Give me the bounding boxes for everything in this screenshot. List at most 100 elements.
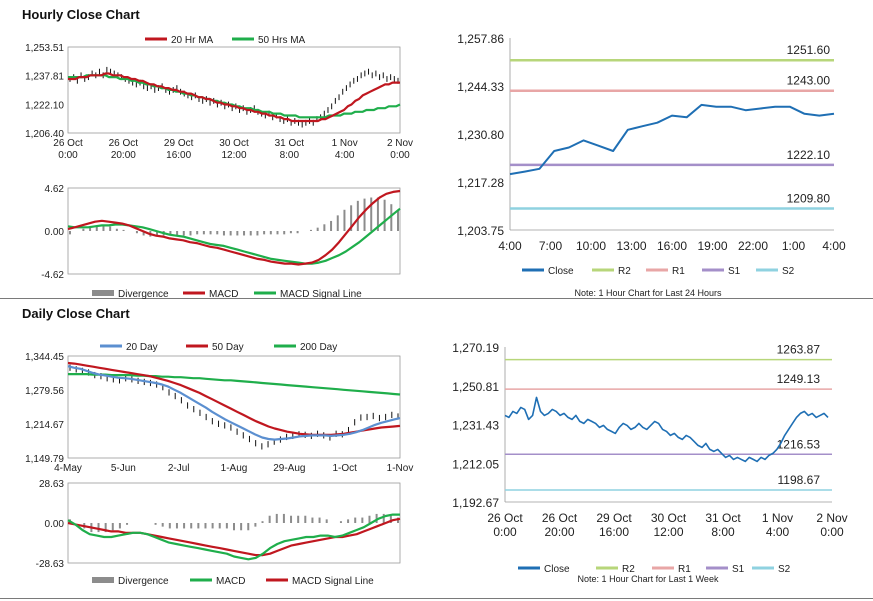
hourly-price-y-tick: 1,237.81 bbox=[25, 72, 64, 83]
daily-levels-x-tick: 1 Nov bbox=[762, 511, 793, 525]
daily-level-s2-label: 1198.67 bbox=[778, 473, 821, 487]
daily-levels-legend-r2-label: R2 bbox=[622, 564, 635, 575]
hourly-price-x-tick: 2 Nov bbox=[387, 138, 413, 149]
hourly-price-x-tick: 0:00 bbox=[390, 150, 410, 161]
hourly-levels-y-tick: 1,230.80 bbox=[457, 128, 504, 142]
daily-levels-x-tick: 2 Nov bbox=[816, 511, 847, 525]
daily-levels-x-tick: 31 Oct bbox=[705, 511, 741, 525]
daily-price-x-tick: 5-Jun bbox=[111, 463, 136, 474]
hourly-legend-ma50-label: 50 Hrs MA bbox=[258, 35, 306, 46]
hourly-price-x-tick: 4:00 bbox=[335, 150, 355, 161]
daily-level-r1-label: 1249.13 bbox=[777, 372, 821, 386]
daily-macd-line bbox=[67, 513, 400, 561]
daily-levels-legend-close-label: Close bbox=[544, 564, 570, 575]
hourly-levels-x-tick: 19:00 bbox=[697, 239, 727, 253]
hourly-legend-ma20-label: 20 Hr MA bbox=[171, 35, 214, 46]
daily-level-r2-label: 1263.87 bbox=[777, 343, 821, 357]
daily-price-x-tick: 29-Aug bbox=[273, 463, 305, 474]
hourly-levels-legend-r1-label: R1 bbox=[672, 266, 685, 277]
hourly-levels-x-tick: 22:00 bbox=[738, 239, 768, 253]
hourly-price-y-tick: 1,253.51 bbox=[25, 43, 64, 54]
hourly-macd-y-tick: -4.62 bbox=[41, 270, 64, 281]
hourly-section-title: Hourly Close Chart bbox=[22, 7, 140, 22]
daily-price-x-tick: 1-Oct bbox=[332, 463, 357, 474]
daily-legend-divergence-swatch bbox=[92, 577, 114, 583]
daily-levels-x-tick: 26 Oct bbox=[542, 511, 578, 525]
daily-levels-x-tick: 16:00 bbox=[599, 525, 629, 539]
hourly-level-r2-label: 1251.60 bbox=[787, 43, 831, 57]
section-divider bbox=[0, 298, 873, 299]
daily-levels-x-tick: 30 Oct bbox=[651, 511, 687, 525]
hourly-levels-legend-s2-label: S2 bbox=[782, 266, 795, 277]
daily-price-frame bbox=[67, 355, 401, 459]
daily-legend-signal-label: MACD Signal Line bbox=[292, 576, 374, 587]
daily-price-y-tick: 1,149.79 bbox=[25, 454, 64, 465]
hourly-ma20-line bbox=[68, 72, 400, 123]
hourly-levels-y-tick: 1,217.28 bbox=[457, 176, 504, 190]
hourly-level-s2-label: 1209.80 bbox=[787, 192, 831, 206]
daily-levels-y-tick: 1,212.05 bbox=[452, 457, 499, 471]
hourly-price-x-tick: 0:00 bbox=[58, 150, 78, 161]
hourly-levels-y-tick: 1,203.75 bbox=[457, 224, 504, 238]
hourly-levels-x-tick: 1:00 bbox=[782, 239, 806, 253]
bottom-divider bbox=[0, 598, 873, 599]
daily-price-x-tick: 4-May bbox=[54, 463, 82, 474]
hourly-price-x-tick: 16:00 bbox=[166, 150, 191, 161]
daily-macd-y-tick: 0.00 bbox=[45, 519, 65, 530]
hourly-level-r1-label: 1243.00 bbox=[787, 74, 831, 88]
daily-legend-ma20-label: 20 Day bbox=[126, 342, 158, 353]
daily-levels-x-tick: 26 Oct bbox=[487, 511, 523, 525]
hourly-macd-y-tick: 0.00 bbox=[45, 227, 65, 238]
daily-levels-x-tick: 29 Oct bbox=[596, 511, 632, 525]
hourly-price-frame bbox=[67, 46, 401, 134]
hourly-price-y-tick: 1,222.10 bbox=[25, 100, 64, 111]
daily-price-y-tick: 1,344.45 bbox=[25, 352, 64, 363]
daily-levels-x-tick: 0:00 bbox=[493, 525, 517, 539]
daily-macd-y-tick: 28.63 bbox=[39, 479, 64, 490]
hourly-price-x-tick: 12:00 bbox=[221, 150, 246, 161]
hourly-levels-legend-s1-label: S1 bbox=[728, 266, 741, 277]
hourly-levels-x-tick: 10:00 bbox=[576, 239, 606, 253]
daily-price-x-tick: 1-Nov bbox=[387, 463, 414, 474]
hourly-levels-x-tick: 4:00 bbox=[498, 239, 522, 253]
hourly-price-y-tick: 1,206.40 bbox=[25, 129, 64, 140]
hourly-levels-note: Note: 1 Hour Chart for Last 24 Hours bbox=[574, 288, 722, 298]
daily-levels-x-tick: 20:00 bbox=[544, 525, 574, 539]
daily-ma20-line bbox=[67, 365, 401, 441]
daily-levels-x-tick: 12:00 bbox=[653, 525, 683, 539]
hourly-price-x-tick: 26 Oct bbox=[109, 138, 139, 149]
hourly-levels-x-tick: 4:00 bbox=[822, 239, 846, 253]
hourly-level-s1-label: 1222.10 bbox=[787, 148, 831, 162]
daily-levels-x-tick: 0:00 bbox=[820, 525, 844, 539]
daily-price-x-tick: 2-Jul bbox=[168, 463, 190, 474]
daily-levels-x-tick: 4:00 bbox=[766, 525, 790, 539]
hourly-legend-divergence-swatch bbox=[92, 290, 114, 296]
hourly-macd-line bbox=[67, 189, 401, 266]
daily-price-x-tick: 1-Aug bbox=[221, 463, 248, 474]
daily-legend-ma50-label: 50 Day bbox=[212, 342, 244, 353]
daily-legend-macd-label: MACD bbox=[216, 576, 245, 587]
daily-price-y-tick: 1,279.56 bbox=[25, 386, 64, 397]
hourly-levels-legend-close-label: Close bbox=[548, 266, 574, 277]
hourly-macd-frame bbox=[67, 187, 401, 275]
daily-levels-legend-s1-label: S1 bbox=[732, 564, 745, 575]
daily-level-s1-label: 1216.53 bbox=[777, 437, 821, 451]
daily-levels-legend-s2-label: S2 bbox=[778, 564, 791, 575]
daily-ma200-line bbox=[68, 373, 401, 396]
daily-levels-y-tick: 1,270.19 bbox=[452, 341, 499, 355]
hourly-legend-macd-label: MACD bbox=[209, 289, 238, 300]
daily-levels-y-tick: 1,250.81 bbox=[452, 380, 499, 394]
hourly-levels-x-tick: 13:00 bbox=[616, 239, 646, 253]
daily-levels-y-tick: 1,192.67 bbox=[452, 496, 499, 510]
hourly-price-x-tick: 26 Oct bbox=[53, 138, 83, 149]
hourly-price-x-tick: 8:00 bbox=[280, 150, 300, 161]
hourly-price-x-tick: 30 Oct bbox=[219, 138, 249, 149]
daily-levels-legend-r1-label: R1 bbox=[678, 564, 691, 575]
hourly-levels-y-tick: 1,244.33 bbox=[457, 80, 504, 94]
hourly-levels-y-tick: 1,257.86 bbox=[457, 32, 504, 46]
daily-section-title: Daily Close Chart bbox=[22, 306, 130, 321]
hourly-legend-signal-label: MACD Signal Line bbox=[280, 289, 362, 300]
daily-close-line bbox=[504, 396, 829, 463]
daily-signal-line bbox=[67, 517, 401, 557]
